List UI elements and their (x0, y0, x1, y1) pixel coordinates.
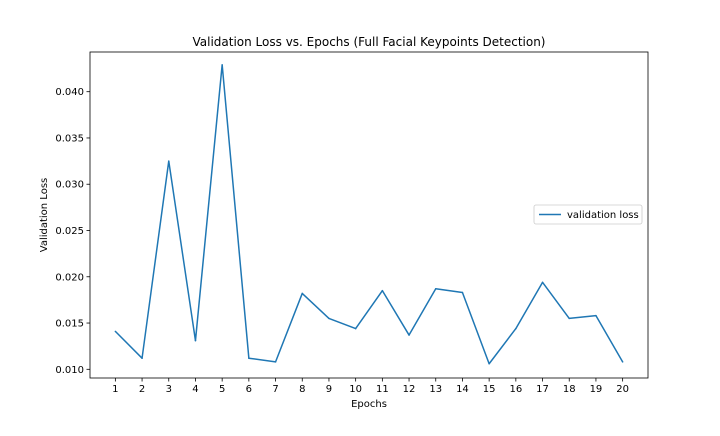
plot-area-frame (89, 51, 649, 379)
data-point (461, 291, 464, 294)
y-tick-label: 0.015 (55, 319, 84, 330)
x-tick-label: 3 (166, 384, 172, 395)
data-point (595, 314, 597, 317)
x-tick-label: 8 (299, 384, 305, 395)
x-tick-label: 4 (192, 384, 198, 395)
legend-label: validation loss (567, 210, 639, 221)
data-point (568, 317, 570, 320)
data-point (168, 160, 170, 162)
y-tick-label: 0.010 (55, 365, 84, 376)
x-tick-label: 7 (272, 384, 278, 395)
x-tick-label: 20 (616, 384, 629, 395)
data-point (621, 361, 624, 363)
series-line-validation-loss (114, 64, 624, 365)
chart-title: Validation Loss vs. Epochs (Full Facial … (192, 35, 545, 49)
x-tick-label: 5 (219, 384, 225, 395)
x-tick-label: 19 (590, 384, 603, 395)
x-tick-label: 6 (246, 384, 252, 395)
x-tick-label: 2 (139, 384, 145, 395)
data-point (515, 327, 517, 330)
y-tick-label: 0.025 (55, 226, 84, 237)
x-tick-label: 1 (112, 384, 118, 395)
data-point (354, 327, 357, 330)
x-tick-label: 16 (509, 384, 522, 395)
x-axis-label: Epochs (351, 399, 387, 410)
data-point (114, 330, 117, 333)
x-tick-label: 17 (536, 384, 549, 395)
data-point (381, 289, 384, 292)
legend-box (533, 204, 643, 225)
x-tick-label: 11 (376, 384, 389, 395)
x-tick-label: 12 (403, 384, 416, 395)
series-layer (114, 64, 624, 365)
data-point (194, 339, 197, 342)
data-point (328, 317, 330, 320)
y-tick-label: 0.020 (55, 272, 84, 283)
x-tick-label: 18 (563, 384, 576, 395)
data-point (141, 357, 143, 359)
data-point (408, 334, 410, 336)
x-tick-label: 13 (429, 384, 442, 395)
data-point (488, 363, 490, 365)
x-tick-label: 9 (326, 384, 332, 395)
data-point (221, 64, 223, 66)
x-axis: 1 2 3 4 5 6 7 8 9 10 11 12 13 14 15 16 17 18 19 20 (112, 378, 629, 395)
data-point (541, 281, 544, 284)
x-tick-label: 10 (349, 384, 362, 395)
y-tick-label: 0.030 (55, 180, 84, 191)
data-point (274, 361, 277, 363)
x-tick-label: 14 (456, 384, 469, 395)
y-tick-label: 0.040 (55, 87, 84, 98)
data-point (301, 292, 303, 295)
legend: validation loss (533, 204, 643, 225)
y-axis: 0.010 0.015 0.020 0.025 0.030 0.035 0.040 (55, 87, 90, 376)
data-point (248, 357, 250, 359)
y-axis-label: Validation Loss (39, 178, 50, 253)
data-point (435, 288, 437, 290)
x-tick-label: 15 (483, 384, 496, 395)
y-tick-label: 0.035 (55, 133, 84, 144)
